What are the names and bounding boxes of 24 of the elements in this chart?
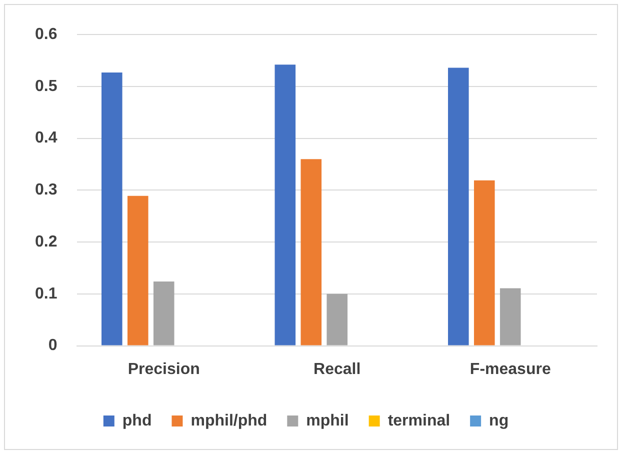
y-tick-label: 0.2 (34, 233, 58, 250)
x-tick-label: F-measure (470, 360, 551, 378)
bar (500, 288, 521, 346)
y-tick-label: 0 (48, 337, 58, 354)
bar (102, 72, 122, 346)
x-tick-label: Precision (128, 360, 200, 378)
bar (274, 64, 296, 346)
legend-label: mphil (306, 412, 349, 430)
y-tick-label: 0.1 (34, 285, 58, 302)
legend-label: mphil/phd (190, 412, 268, 430)
y-tick-label: 0.6 (34, 26, 58, 44)
bar (300, 159, 322, 346)
bar (448, 68, 469, 346)
legend-label: terminal (388, 412, 450, 430)
legend-label: phd (122, 412, 152, 430)
bar (326, 294, 348, 346)
y-tick-label: 0.5 (34, 78, 58, 95)
bar (474, 180, 495, 346)
bar (127, 196, 148, 346)
bar (153, 281, 174, 346)
y-tick-label: 0.4 (34, 130, 58, 147)
legend-label: ng (489, 412, 509, 430)
y-tick-label: 0.3 (34, 182, 58, 199)
x-tick-label: Recall (314, 360, 361, 378)
